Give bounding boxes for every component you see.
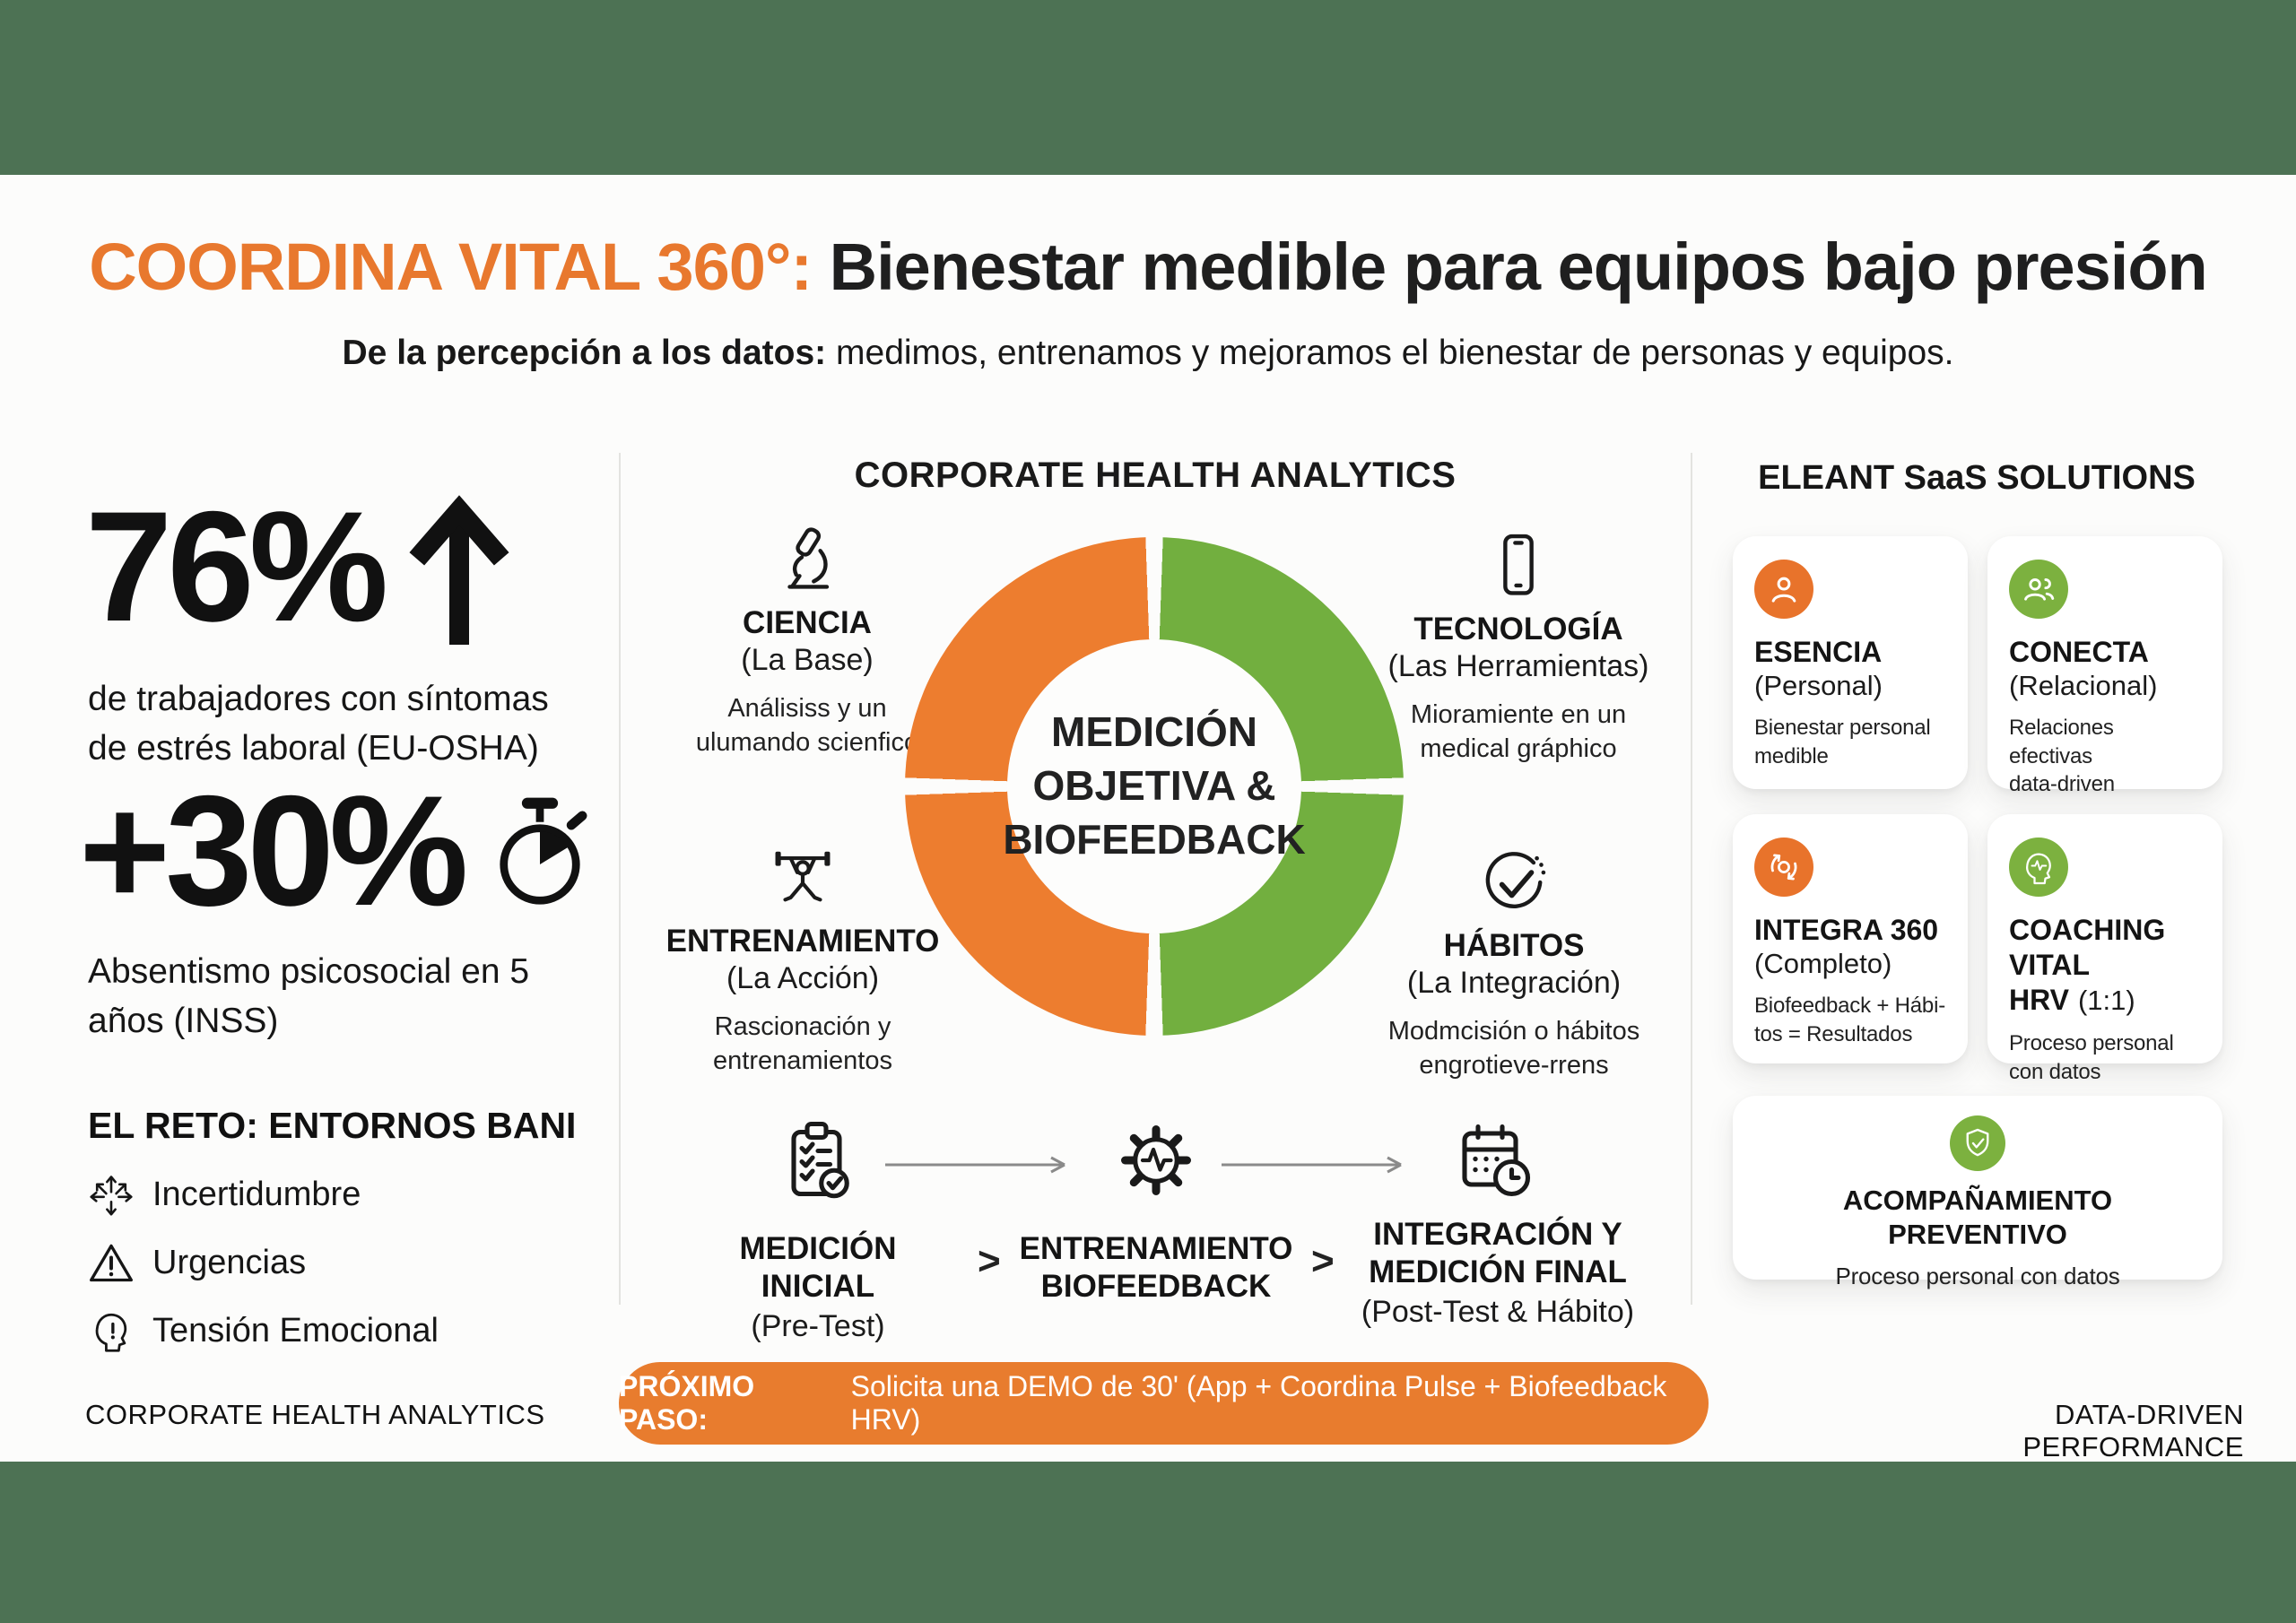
divider-right xyxy=(1691,453,1692,1305)
card-desc: Proceso personal con datos xyxy=(1835,1262,2120,1289)
stat-30-value: +30% xyxy=(79,764,468,939)
card-acompanamiento-preventivo: ACOMPAÑAMIENTO PREVENTIVO Proceso person… xyxy=(1733,1096,2222,1289)
arrow-up-icon xyxy=(406,494,512,645)
page-subtitle: De la percepción a los datos: medimos, e… xyxy=(0,334,2296,373)
quadrant-subtitle: (La Acción) xyxy=(726,961,880,995)
quadrant-desc: Mioramiente en un medical gráphico xyxy=(1410,700,1627,763)
page-title: COORDINA VITAL 360°: Bienestar medible p… xyxy=(0,229,2296,305)
chevron-right-icon: > xyxy=(1311,1239,1335,1283)
quadrant-subtitle: (La Integración) xyxy=(1406,966,1622,1000)
quadrant-desc: Modmcisión o hábitos engrotieve-rrens xyxy=(1387,1017,1640,1080)
reto-list: Incertidumbre Urgencias Tensión Emociona… xyxy=(88,1171,439,1354)
card-qualifier: (Completo) xyxy=(1754,948,1892,980)
card-desc: Relaciones efectivas data-driven xyxy=(2009,716,2115,797)
flow-arrow-icon xyxy=(883,1155,1081,1175)
footer-left-label: CORPORATE HEALTH ANALYTICS xyxy=(85,1399,545,1430)
quadrant-desc: Análisiss y un ulumando scienfico xyxy=(695,694,919,757)
head-hrv-icon xyxy=(2009,838,2068,897)
reto-title: EL RETO: ENTORNOS BANI xyxy=(88,1105,577,1146)
person-icon xyxy=(1754,560,1813,619)
card-desc: Biofeedback + Hábi- tos = Resultados xyxy=(1754,994,1945,1046)
flow-step-2: ENTRENAMIENTO BIOFEEDBACK xyxy=(1017,1230,1295,1309)
check-circle-icon xyxy=(1339,847,1689,917)
list-item: Urgencias xyxy=(88,1239,439,1286)
microscope-icon xyxy=(659,525,955,595)
card-qualifier: (1:1) xyxy=(2077,985,2135,1017)
card-desc: Bienestar personal medible xyxy=(1754,716,1931,768)
page-subtitle-bold: De la percepción a los datos: xyxy=(342,334,827,372)
card-qualifier: (Relacional) xyxy=(2009,670,2158,702)
reto-item-label: Urgencias xyxy=(152,1243,307,1281)
flow-step-subtitle: (Post-Test & Hábito) xyxy=(1361,1295,1635,1329)
right-heading: ELEANT SaaS SOLUTIONS xyxy=(1758,459,2196,497)
quadrant-title: HÁBITOS xyxy=(1443,928,1585,963)
quadrant-ciencia: CIENCIA (La Base) Análisiss y un ulumand… xyxy=(659,525,955,759)
stat-30: +30% xyxy=(79,773,590,930)
clipboard-check-icon xyxy=(775,1117,861,1203)
card-desc: Proceso personal con datos xyxy=(2009,1031,2174,1084)
flow-step-title: MEDICIÓN INICIAL xyxy=(739,1231,897,1304)
cta-demo-button[interactable]: PRÓXIMO PASO: Solicita una DEMO de 30' (… xyxy=(619,1362,1709,1445)
warning-icon xyxy=(88,1239,135,1286)
card-qualifier: (Personal) xyxy=(1754,670,1883,702)
card-conecta: CONECTA (Relacional) Relaciones efectiva… xyxy=(1987,536,2222,796)
footer-right-label: DATA-DRIVEN PERFORMANCE xyxy=(2022,1399,2244,1462)
card-title: ESENCIA xyxy=(1754,636,1883,668)
uncertainty-icon xyxy=(88,1171,135,1218)
card-title: INTEGRA 360 xyxy=(1754,914,1939,946)
list-item: Tensión Emocional xyxy=(88,1307,439,1354)
phone-icon xyxy=(1370,531,1666,601)
cycle-icon xyxy=(1754,838,1813,897)
quadrant-desc: Rascionación y entrenamientos xyxy=(713,1012,892,1075)
card-esencia: ESENCIA (Personal) Bienestar personal me… xyxy=(1733,536,1968,789)
card-title: COACHING VITAL HRV (1:1) xyxy=(2009,914,2166,1017)
stat-76-value: 76% xyxy=(85,480,388,655)
shield-check-icon xyxy=(1950,1115,2005,1171)
divider-left xyxy=(619,453,621,1305)
page-title-rest: Bienestar medible para equipos bajo pres… xyxy=(812,230,2208,304)
card-coaching-vital-hrv: COACHING VITAL HRV (1:1) Proceso personal… xyxy=(1987,814,2222,1084)
calendar-clock-icon xyxy=(1451,1117,1537,1203)
chevron-right-icon: > xyxy=(978,1239,1001,1283)
flow-step-subtitle: (Pre-Test) xyxy=(751,1309,885,1343)
card-title: CONECTA xyxy=(2009,636,2149,668)
flow-step-title: INTEGRACIÓN Y MEDICIÓN FINAL xyxy=(1369,1217,1627,1289)
reto-item-label: Incertidumbre xyxy=(152,1175,361,1213)
flow-step-1: MEDICIÓN INICIAL (Pre-Test) xyxy=(679,1230,957,1344)
donut-label: MEDICIÓN OBJETIVA & BIOFEEDBACK xyxy=(1003,708,1306,863)
stat-76: 76% xyxy=(85,489,512,646)
quadrant-title: CIENCIA xyxy=(743,605,872,640)
quadrant-title: ENTRENAMIENTO xyxy=(665,924,940,959)
reto-item-label: Tensión Emocional xyxy=(152,1311,439,1350)
weightlifter-icon xyxy=(628,843,978,913)
cta-bold: PRÓXIMO PASO: xyxy=(619,1370,755,1436)
donut-center: MEDICIÓN OBJETIVA & BIOFEEDBACK xyxy=(1003,639,1306,933)
stat-76-caption: de trabajadores con síntomas de estrés l… xyxy=(88,680,549,768)
cta-rest: Solicita una DEMO de 30' (App + Coordina… xyxy=(850,1370,1667,1436)
stopwatch-icon xyxy=(490,795,590,908)
people-icon xyxy=(2009,560,2068,619)
donut-chart: MEDICIÓN OBJETIVA & BIOFEEDBACK xyxy=(905,537,1404,1036)
card-title: ACOMPAÑAMIENTO PREVENTIVO xyxy=(1842,1185,2113,1250)
gear-pulse-icon xyxy=(1113,1117,1199,1203)
quadrant-title: TECNOLOGÍA xyxy=(1413,612,1623,647)
quadrant-entrenamiento: ENTRENAMIENTO (La Acción) Rascionación y… xyxy=(628,843,978,1078)
page-subtitle-rest: medimos, entrenamos y mejoramos el biene… xyxy=(826,334,1954,372)
head-exclamation-icon xyxy=(88,1307,135,1354)
quadrant-subtitle: (La Base) xyxy=(741,643,874,677)
list-item: Incertidumbre xyxy=(88,1171,439,1218)
page-title-brand: COORDINA VITAL 360°: xyxy=(89,230,813,304)
card-integra-360: INTEGRA 360 (Completo) Biofeedback + Háb… xyxy=(1733,814,1968,1063)
flow-arrow-icon xyxy=(1220,1155,1417,1175)
flow-step-title: ENTRENAMIENTO BIOFEEDBACK xyxy=(1019,1231,1293,1304)
quadrant-subtitle: (Las Herramientas) xyxy=(1387,649,1649,683)
quadrant-tecnologia: TECNOLOGÍA (Las Herramientas) Mioramient… xyxy=(1370,531,1666,766)
stat-30-caption: Absentismo psicosocial en 5 años (INSS) xyxy=(88,952,530,1041)
flow-step-3: INTEGRACIÓN Y MEDICIÓN FINAL (Post-Test … xyxy=(1345,1216,1650,1330)
center-heading: CORPORATE HEALTH ANALYTICS xyxy=(854,456,1457,495)
quadrant-habitos: HÁBITOS (La Integración) Modmcisión o há… xyxy=(1339,847,1689,1082)
